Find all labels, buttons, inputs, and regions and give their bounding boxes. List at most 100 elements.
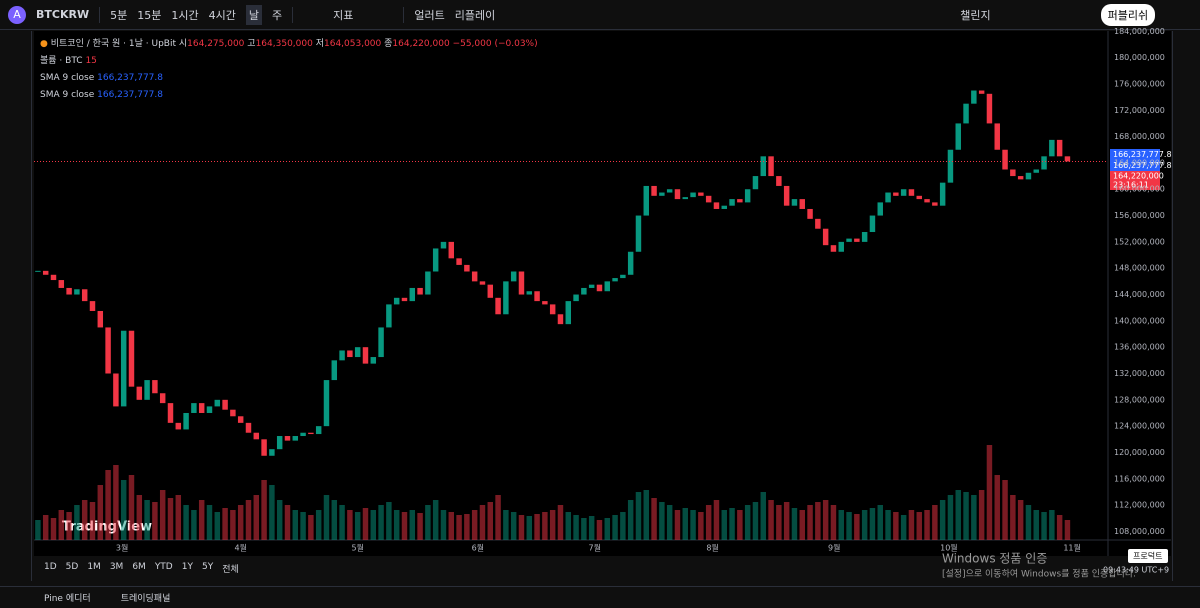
- volume-bar: [167, 498, 174, 540]
- candle: [869, 215, 876, 233]
- candle: [464, 264, 470, 272]
- volume-bar: [518, 515, 525, 540]
- avatar[interactable]: A: [8, 5, 26, 24]
- replay-button[interactable]: 리플레이: [454, 8, 496, 22]
- price-badge-text: 164,220,000: [1113, 172, 1164, 181]
- volume-bar: [479, 505, 486, 540]
- volume-bar: [549, 510, 556, 540]
- volume-bar: [339, 505, 345, 540]
- volume-bar: [768, 500, 774, 540]
- volume-bar: [448, 512, 455, 540]
- volume-bar: [799, 510, 805, 540]
- y-tick-label: 164,000,000: [1114, 158, 1165, 167]
- volume-bar: [81, 500, 88, 540]
- range-button[interactable]: 6M: [132, 562, 146, 572]
- volume-bar: [627, 500, 634, 540]
- interval[interactable]: 15분: [137, 8, 162, 22]
- volume-bar: [362, 508, 369, 540]
- candle: [510, 271, 517, 282]
- range-button[interactable]: 5Y: [201, 562, 214, 572]
- volume-bar: [1033, 510, 1039, 540]
- candle: [331, 360, 338, 381]
- candle: [66, 287, 72, 295]
- bottom-tab[interactable]: Pine 에디터: [44, 594, 91, 604]
- ohlc-value: 164,053,000: [324, 39, 382, 49]
- top-toolbar: A BTCKRW 5분 15분 1시간 4시간 날 주 지표 얼러트 리플레이 …: [0, 0, 1200, 30]
- volume-bar: [861, 510, 868, 540]
- volume-bar: [994, 475, 1000, 540]
- volume-bar: [1010, 495, 1016, 540]
- volume-bar: [495, 495, 501, 540]
- candle: [50, 274, 57, 281]
- range-button[interactable]: 3M: [109, 562, 124, 572]
- candle: [97, 310, 104, 328]
- y-tick-label: 160,000,000: [1114, 185, 1165, 194]
- volume-bar: [269, 485, 275, 540]
- volume-bar: [573, 515, 579, 540]
- y-tick-label: 172,000,000: [1114, 106, 1165, 115]
- volume-bar: [698, 512, 704, 540]
- candle: [518, 271, 525, 295]
- candle: [300, 432, 306, 437]
- candle: [284, 436, 291, 441]
- range-button[interactable]: YTD: [154, 562, 173, 572]
- candle: [791, 199, 798, 206]
- candle: [175, 422, 182, 430]
- candle: [557, 314, 564, 325]
- candle: [721, 205, 727, 209]
- volume-bar: [893, 512, 899, 540]
- candle: [269, 449, 275, 456]
- tooltip: [1128, 549, 1168, 563]
- candle: [854, 238, 860, 242]
- ohlc-value: 164,220,000: [392, 39, 450, 49]
- volume-bar: [971, 495, 977, 540]
- candle: [261, 439, 267, 456]
- volume-bar: [417, 513, 423, 540]
- candle: [534, 291, 540, 302]
- volume-bar: [136, 495, 143, 540]
- range-button[interactable]: 5D: [65, 562, 79, 572]
- volume-bar: [651, 498, 657, 540]
- volume-bar: [74, 505, 80, 540]
- candle: [144, 380, 150, 400]
- x-tick-label: 3월: [116, 543, 128, 553]
- alerts-button[interactable]: 얼러트: [414, 8, 445, 22]
- volume-bar: [105, 470, 111, 540]
- interval[interactable]: 4시간: [208, 8, 236, 22]
- bottom-tab[interactable]: 트레이딩패널: [120, 594, 171, 604]
- y-tick-label: 140,000,000: [1114, 316, 1165, 325]
- interval[interactable]: 5분: [110, 8, 128, 22]
- volume-value: 15: [85, 56, 97, 66]
- candle: [783, 185, 790, 206]
- candle: [339, 350, 345, 361]
- interval[interactable]: 날: [245, 4, 262, 25]
- range-button[interactable]: 1D: [44, 562, 57, 572]
- indicators-button[interactable]: 지표: [333, 8, 354, 22]
- candle: [191, 403, 197, 413]
- volume-bar: [237, 505, 244, 540]
- sma-label: SMA 9 close: [40, 73, 95, 83]
- interval[interactable]: 주: [271, 8, 283, 22]
- range-button[interactable]: 1M: [87, 562, 101, 572]
- volume-bar: [604, 518, 610, 540]
- candle: [986, 93, 993, 124]
- candle: [822, 228, 829, 246]
- range-button[interactable]: 1Y: [181, 562, 193, 572]
- candle: [183, 412, 189, 430]
- interval[interactable]: 1시간: [171, 8, 199, 22]
- challenge-button[interactable]: 챌린지: [960, 8, 991, 22]
- symbol-search[interactable]: BTCKRW: [36, 8, 90, 21]
- volume-bar: [393, 510, 400, 540]
- volume-bar: [557, 505, 564, 540]
- volume-bar: [1025, 505, 1032, 540]
- publish-button[interactable]: 퍼블리쉬: [1100, 3, 1156, 26]
- volume-bar: [401, 512, 408, 540]
- volume-bar: [783, 502, 790, 540]
- volume-bar: [854, 514, 860, 540]
- volume-bar: [456, 515, 462, 540]
- volume-bar: [432, 500, 439, 540]
- volume-bar: [526, 516, 533, 540]
- range-button[interactable]: 전체: [222, 565, 239, 575]
- volume-bar: [66, 512, 72, 540]
- volume-bar: [128, 475, 135, 540]
